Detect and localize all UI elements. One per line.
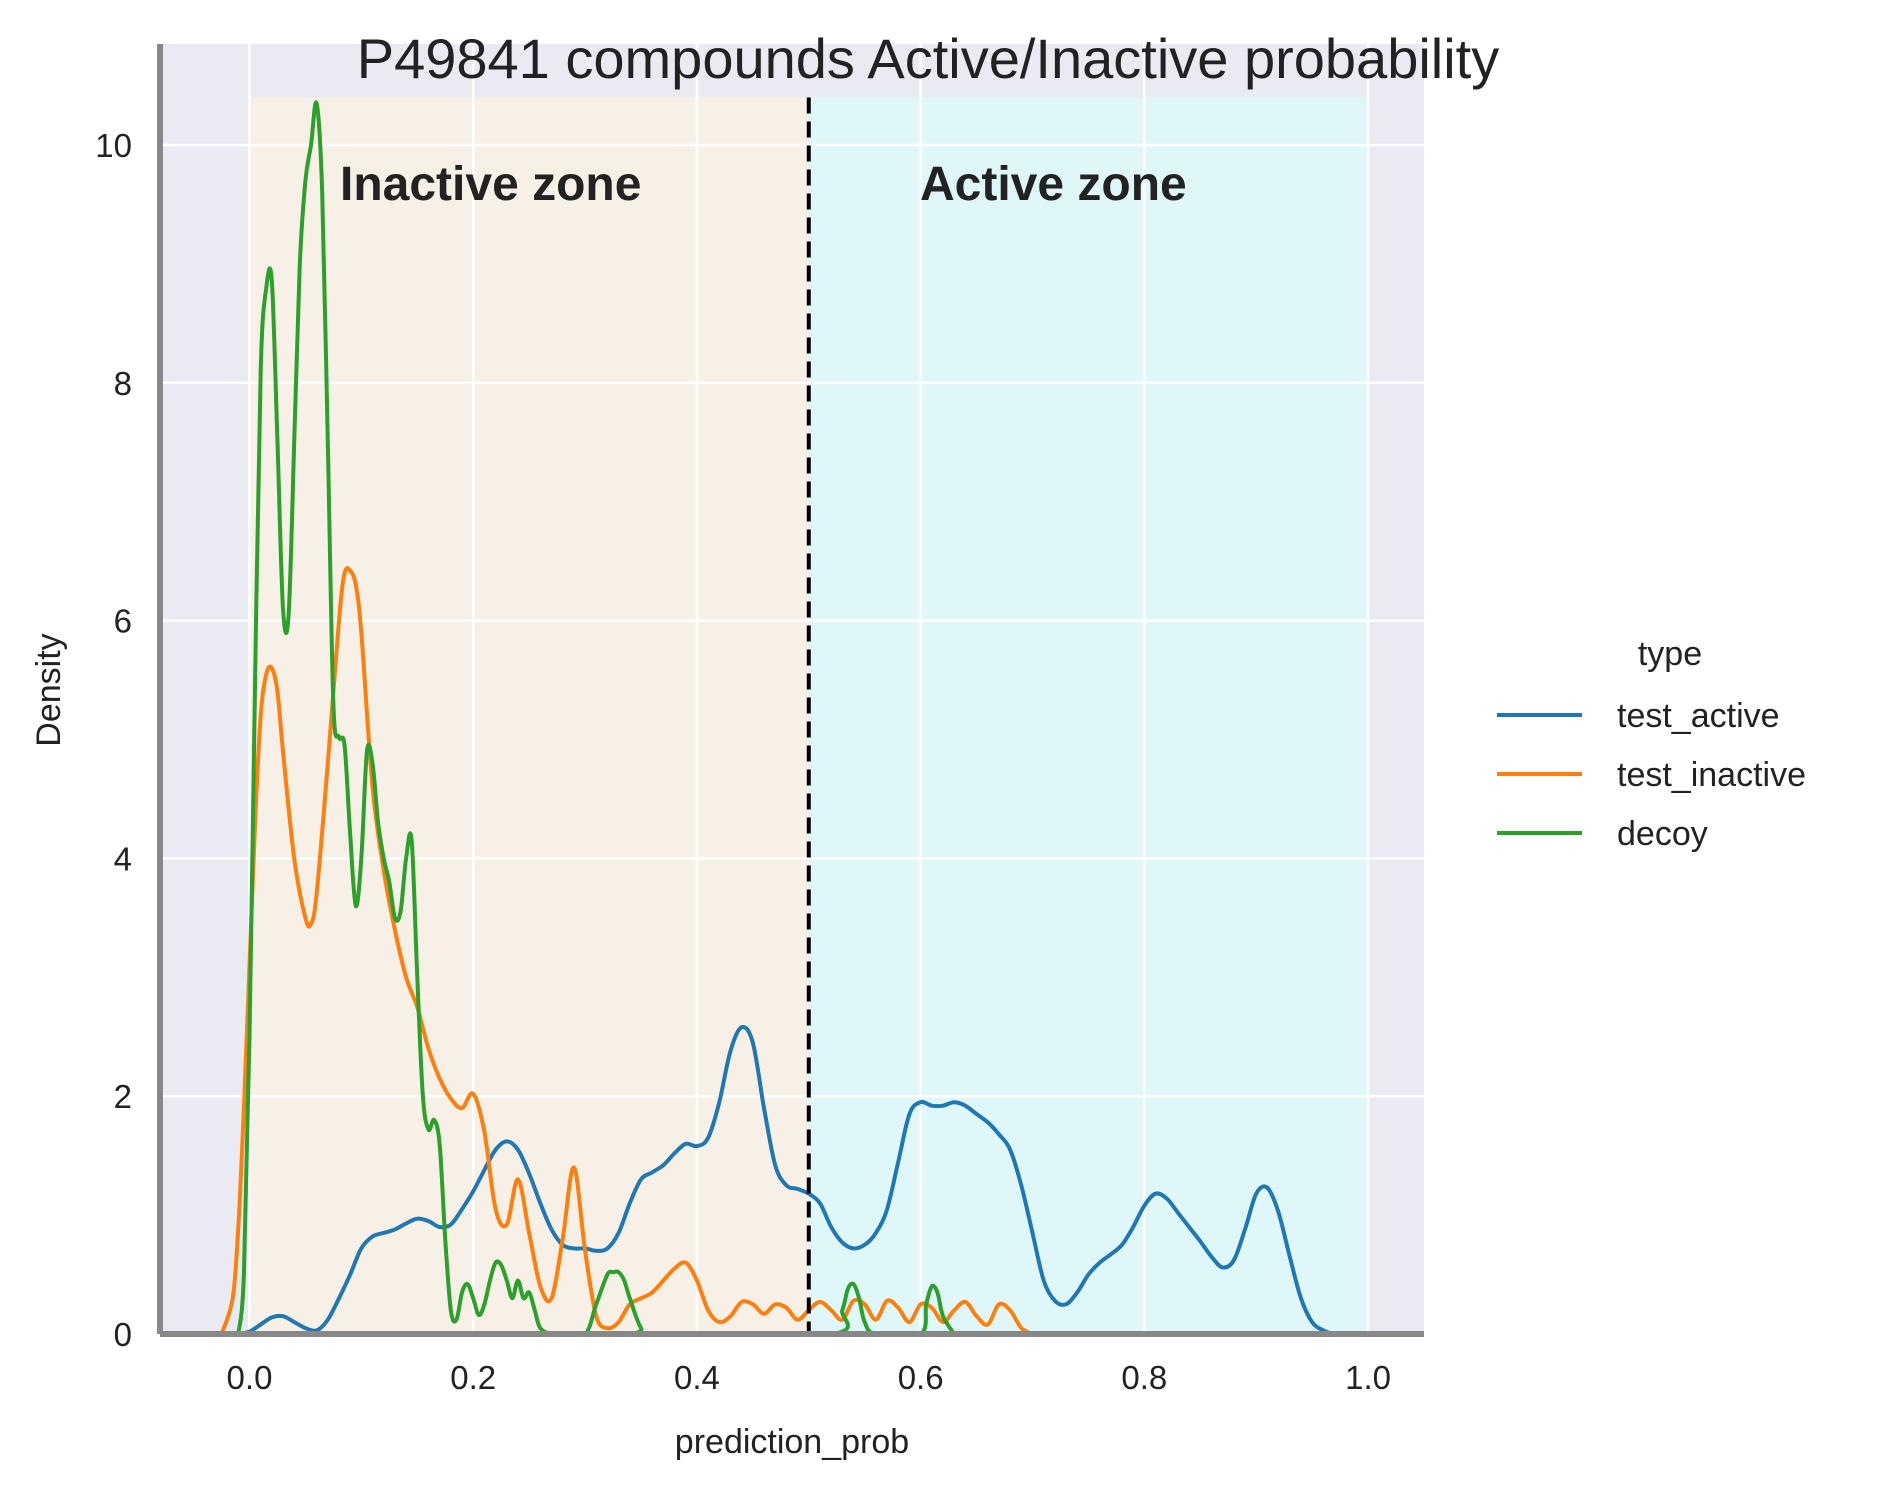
y-axis-label: Density [30, 633, 68, 746]
axis-spines [157, 44, 1424, 1337]
legend-label-test-inactive: test_inactive [1617, 756, 1806, 794]
inactive-zone [249, 97, 809, 1334]
x-axis-label: prediction_prob [675, 1423, 909, 1461]
inactive-zone-label: Inactive zone [340, 158, 641, 211]
x-tick-label: 0.2 [450, 1359, 496, 1396]
legend-title: type [1638, 635, 1702, 673]
zones-layer [249, 97, 1369, 1334]
chart-title: P49841 compounds Active/Inactive probabi… [357, 27, 1499, 90]
x-tick-labels: 0.0 0.2 0.4 0.6 0.8 1.0 [227, 1359, 1391, 1396]
x-tick-label: 1.0 [1345, 1359, 1391, 1396]
active-zone-label: Active zone [920, 158, 1187, 211]
legend-label-decoy: decoy [1617, 815, 1708, 853]
y-tick-label: 8 [114, 365, 132, 402]
active-zone [808, 97, 1369, 1334]
y-tick-label: 6 [114, 603, 132, 640]
y-tick-label: 4 [114, 840, 132, 877]
y-tick-label: 10 [95, 127, 132, 164]
x-tick-label: 0.6 [898, 1359, 944, 1396]
series-line-test-active [236, 1025, 1348, 1336]
series-line-decoy [236, 100, 957, 1337]
y-tick-label: 2 [114, 1078, 132, 1115]
series-layer [219, 100, 1348, 1337]
y-tick-label: 0 [114, 1316, 132, 1353]
x-tick-label: 0.8 [1121, 1359, 1167, 1396]
series-line-test-inactive [219, 566, 1035, 1336]
legend-label-test-active: test_active [1617, 697, 1780, 735]
y-tick-labels: 0 2 4 6 8 10 [95, 127, 132, 1353]
x-tick-label: 0.0 [227, 1359, 273, 1396]
x-tick-label: 0.4 [674, 1359, 720, 1396]
